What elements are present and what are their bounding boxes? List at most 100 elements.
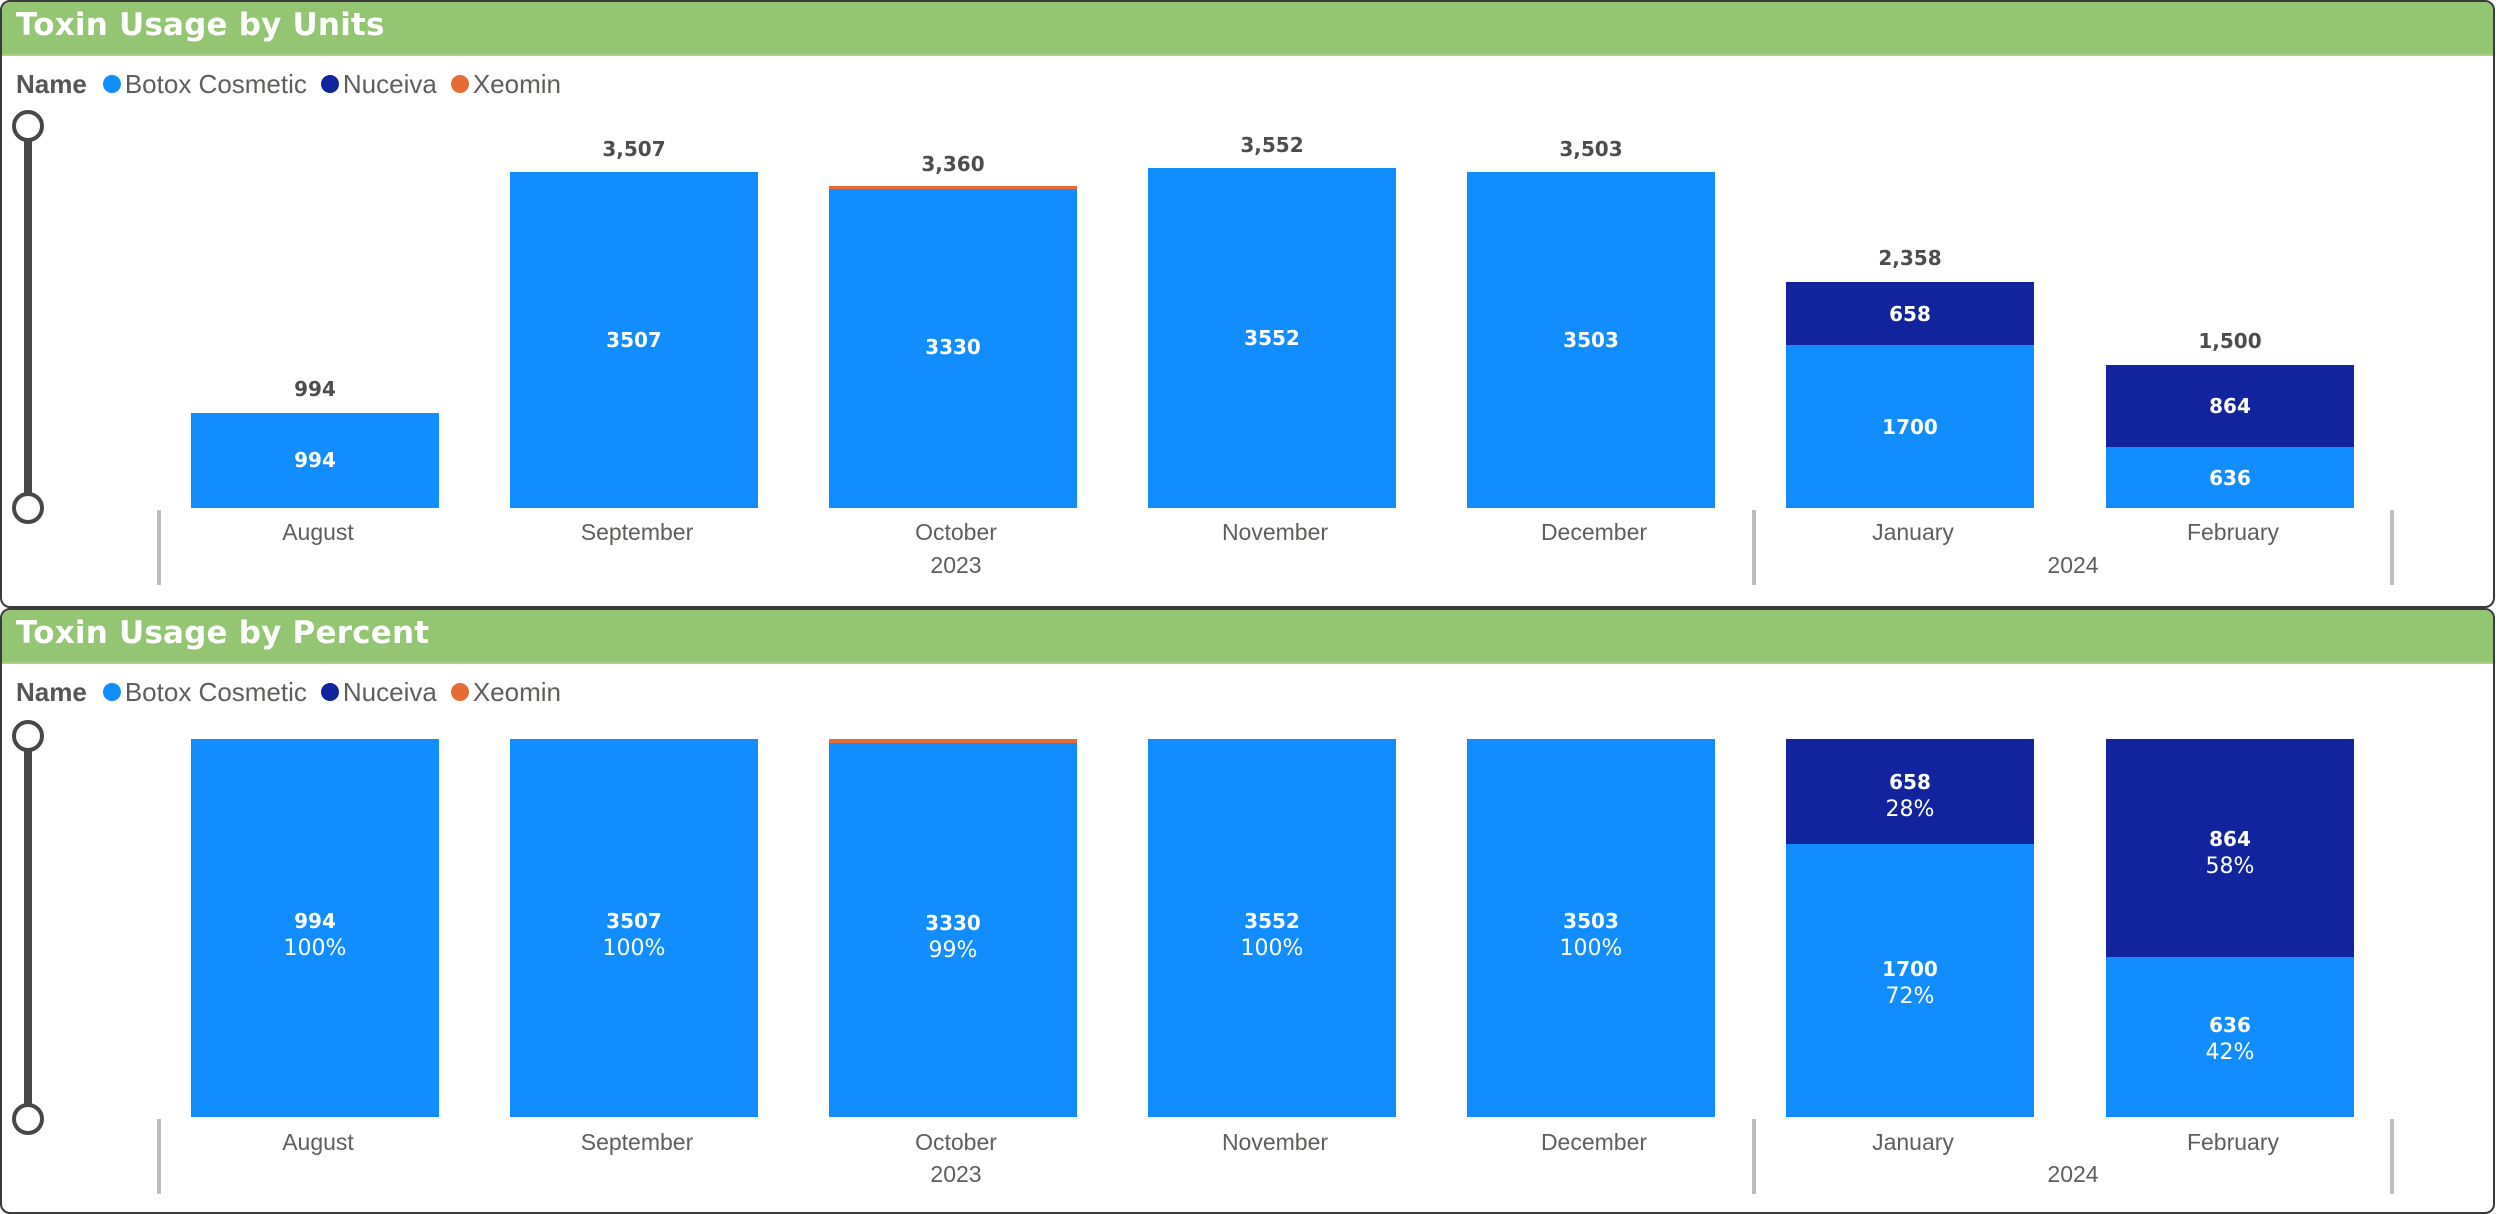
percent-chart-header: Toxin Usage by Percent [2,610,2493,664]
segment-percent: 100% [602,936,666,961]
segment-nuceiva[interactable]: 658 28% [1786,739,2034,844]
bar-february[interactable]: 864 636 [2106,365,2354,508]
bar-october[interactable]: 3330 99% [829,739,1077,1117]
x-axis-label: January [1872,519,1954,545]
zoom-slider-bottom-handle[interactable] [12,492,44,524]
x-axis-label: August [282,1129,354,1155]
bar-january[interactable]: 658 1700 [1786,282,2034,508]
legend-label: Botox Cosmetic [124,68,307,99]
legend-dot-icon [450,75,469,93]
segment-xeomin[interactable] [829,186,1077,189]
total-label: 2,358 [1878,246,1942,270]
segment-botox[interactable]: 636 [2106,447,2354,508]
segment-percent: 100% [1240,936,1304,961]
bar-november[interactable]: 3552 [1148,168,1396,508]
bar-september[interactable]: 3507 100% [510,739,758,1117]
segment-botox[interactable]: 3503 [1467,172,1715,508]
segment-value: 3503 [1563,328,1619,352]
segment-percent: 100% [1559,936,1623,961]
units-chart-legend: Name Botox Cosmetic Nuceiva Xeomin [16,66,575,102]
units-chart-title: Toxin Usage by Units [16,7,385,43]
segment-percent: 28% [1885,797,1935,822]
axis-group-separator [2390,1119,2394,1194]
segment-botox[interactable]: 3507 100% [510,739,758,1117]
segment-value: 658 [1889,302,1931,326]
legend-item-xeomin[interactable]: Xeomin [450,69,561,100]
percent-chart-legend: Name Botox Cosmetic Nuceiva Xeomin [16,674,575,710]
units-chart-header: Toxin Usage by Units [2,2,2493,56]
segment-botox[interactable]: 994 [191,413,439,508]
segment-botox[interactable]: 1700 72% [1786,844,2034,1117]
zoom-slider-track[interactable] [24,126,32,508]
bar-december[interactable]: 3503 100% [1467,739,1715,1117]
bar-january[interactable]: 658 28% 1700 72% [1786,739,2034,1117]
segment-botox[interactable]: 3330 99% [829,743,1077,1117]
axis-group-separator [157,1119,161,1194]
zoom-slider-track[interactable] [24,736,32,1119]
segment-botox[interactable]: 994 100% [191,739,439,1117]
segment-botox[interactable]: 1700 [1786,345,2034,508]
axis-group-separator [2390,510,2394,585]
bar-august[interactable]: 994 [191,413,439,508]
units-chart-panel: Toxin Usage by Units Name Botox Cosmetic… [0,0,2495,608]
segment-value: 636 [2209,466,2251,490]
segment-botox[interactable]: 3330 [829,189,1077,508]
segment-botox[interactable]: 636 42% [2106,957,2354,1117]
x-axis-label: September [580,519,694,545]
legend-dot-icon [102,683,121,701]
x-axis-year-label: 2023 [930,552,982,578]
zoom-slider-top-handle[interactable] [12,720,44,752]
x-axis-year-label: 2023 [930,1161,982,1187]
segment-percent: 42% [2205,1040,2255,1065]
segment-value: 3503 [1563,909,1619,933]
zoom-slider-bottom-handle[interactable] [12,1103,44,1135]
legend-item-botox[interactable]: Botox Cosmetic [102,68,307,100]
segment-percent: 99% [928,938,978,963]
bar-august[interactable]: 994 100% [191,739,439,1117]
legend-label: Botox Cosmetic [124,676,307,707]
axis-group-separator [157,510,161,585]
x-axis-label: January [1872,1129,1954,1155]
zoom-slider-top-handle[interactable] [12,110,44,142]
x-axis-year-label: 2024 [2047,552,2099,578]
segment-percent: 72% [1885,984,1935,1009]
bar-september[interactable]: 3507 [510,172,758,508]
segment-botox[interactable]: 3552 100% [1148,739,1396,1117]
segment-value: 3552 [1244,909,1300,933]
legend-item-nuceiva[interactable]: Nuceiva [320,676,437,708]
segment-value: 3330 [925,335,981,359]
segment-value: 3507 [606,328,662,352]
axis-group-separator [1752,510,1756,585]
segment-value: 994 [294,909,336,933]
bar-october[interactable]: 3330 [829,186,1077,508]
total-label: 994 [294,377,336,401]
segment-botox[interactable]: 3507 [510,172,758,508]
total-label: 3,360 [921,152,985,176]
segment-botox[interactable]: 3552 [1148,168,1396,508]
bar-december[interactable]: 3503 [1467,172,1715,508]
x-axis-year-label: 2024 [2047,1161,2099,1187]
legend-label: Nuceiva [342,676,437,707]
total-label: 3,503 [1559,137,1623,161]
segment-nuceiva[interactable]: 864 [2106,365,2354,447]
x-axis-label: November [1221,1129,1329,1155]
bar-november[interactable]: 3552 100% [1148,739,1396,1117]
segment-xeomin[interactable] [829,739,1077,743]
segment-botox[interactable]: 3503 100% [1467,739,1715,1117]
legend-item-botox[interactable]: Botox Cosmetic [102,676,307,708]
axis-group-separator [1752,1119,1756,1194]
percent-chart-panel: Toxin Usage by Percent Name Botox Cosmet… [0,608,2495,1214]
segment-value: 1700 [1882,957,1938,981]
total-label: 3,552 [1240,133,1304,157]
segment-nuceiva[interactable]: 658 [1786,282,2034,345]
bar-february[interactable]: 864 58% 636 42% [2106,739,2354,1117]
segment-value: 3330 [925,911,981,935]
x-axis-label: October [915,1129,997,1155]
legend-item-nuceiva[interactable]: Nuceiva [320,69,437,100]
segment-value: 636 [2209,1013,2251,1037]
x-axis-label: August [282,519,354,545]
legend-title: Name [16,676,87,707]
legend-item-xeomin[interactable]: Xeomin [450,677,561,708]
segment-nuceiva[interactable]: 864 58% [2106,739,2354,957]
segment-value: 658 [1889,770,1931,794]
